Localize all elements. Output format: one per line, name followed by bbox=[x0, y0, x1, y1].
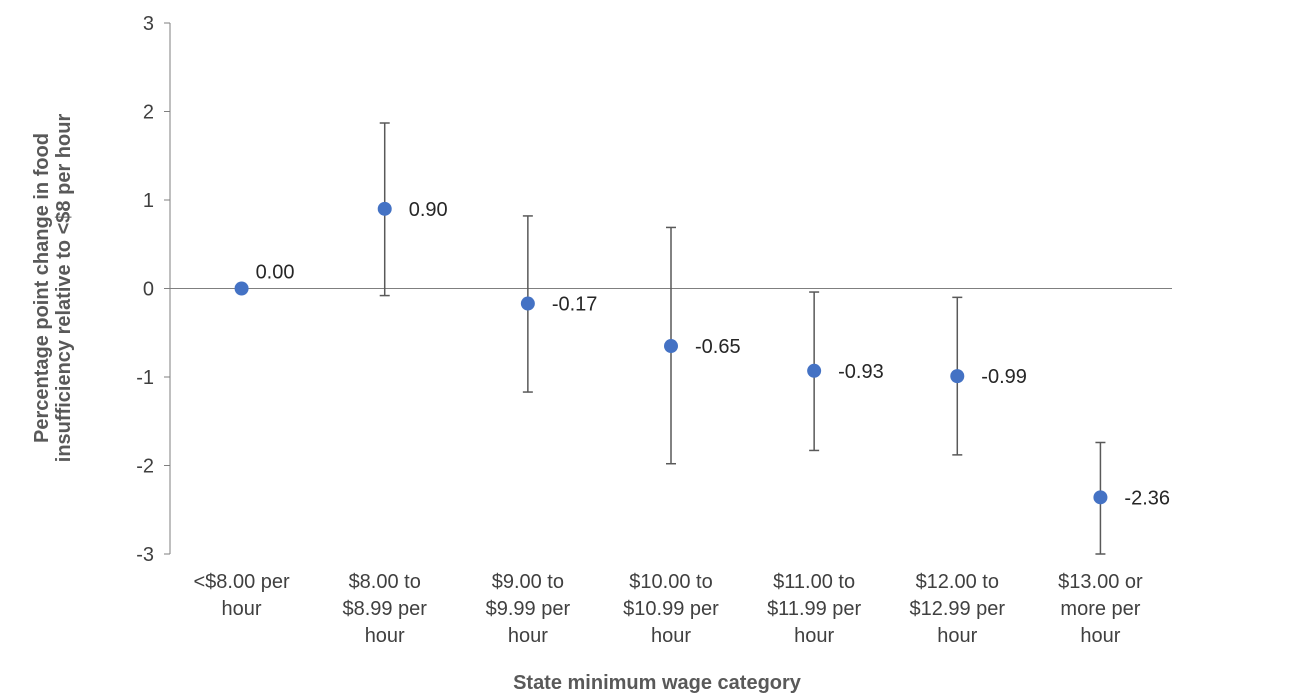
data-point bbox=[664, 339, 678, 354]
x-category-labels: <$8.00 per hour$8.00 to $8.99 per hour$9.00… bbox=[193, 571, 1143, 647]
x-category-label: $11.00 to $11.99 per hour bbox=[767, 571, 861, 647]
y-tick-label: 3 bbox=[143, 13, 154, 35]
x-category-label: $13.00 or more per hour bbox=[1058, 571, 1143, 647]
y-tick-label: -2 bbox=[136, 456, 154, 478]
data-point bbox=[807, 363, 822, 378]
x-category-label-line: hour bbox=[794, 625, 834, 647]
error-bars bbox=[379, 122, 1106, 555]
x-category-label-line: $10.99 per bbox=[623, 598, 719, 620]
x-category-label: <$8.00 per hour bbox=[193, 571, 290, 620]
x-category-label-line: $8.00 to bbox=[349, 571, 421, 593]
x-category-label-line: $11.99 per bbox=[767, 598, 861, 620]
y-tick-label: 1 bbox=[143, 190, 154, 212]
y-tick-label: 0 bbox=[143, 279, 154, 301]
x-category-label-line: hour bbox=[222, 598, 262, 620]
x-category-label-line: $10.00 to bbox=[629, 571, 712, 593]
x-category-label-line: hour bbox=[1080, 625, 1120, 647]
y-ticks: 3 2 1 0 -1 -2 -3 bbox=[136, 13, 170, 566]
data-point bbox=[1093, 490, 1108, 505]
x-category-label-line: $11.00 to bbox=[773, 571, 855, 593]
x-category-label: $9.00 to $9.99 per hour bbox=[486, 571, 571, 647]
x-category-label-line: more per bbox=[1060, 598, 1140, 620]
x-axis-title: State minimum wage category bbox=[513, 672, 802, 694]
data-label: -0.99 bbox=[981, 366, 1027, 388]
x-category-label-line: $8.99 per bbox=[342, 598, 427, 620]
y-axis-title-line-1: Percentage point change in food bbox=[31, 133, 53, 443]
y-tick-label: 2 bbox=[143, 102, 154, 124]
data-points bbox=[234, 201, 1108, 505]
y-axis-title: Percentage point change in food insuffic… bbox=[31, 114, 75, 463]
x-category-label-line: hour bbox=[365, 625, 405, 647]
x-category-label-line: hour bbox=[508, 625, 548, 647]
x-category-label: $10.00 to $10.99 per hour bbox=[623, 571, 719, 647]
x-category-label-line: $12.00 to bbox=[916, 571, 999, 593]
data-point bbox=[377, 201, 392, 216]
x-category-label-line: $9.00 to bbox=[492, 571, 564, 593]
data-label: -0.93 bbox=[838, 361, 884, 383]
data-point bbox=[520, 296, 535, 311]
x-category-label-line: hour bbox=[937, 625, 977, 647]
x-category-label: $12.00 to $12.99 per hour bbox=[909, 571, 1005, 647]
data-label: 0.90 bbox=[409, 199, 448, 221]
x-category-label-line: <$8.00 per bbox=[193, 571, 290, 593]
x-category-label-line: $13.00 or bbox=[1058, 571, 1143, 593]
data-label: -0.65 bbox=[695, 336, 741, 358]
data-point bbox=[950, 369, 965, 384]
y-tick-label: -3 bbox=[136, 544, 154, 566]
data-label: 0.00 bbox=[256, 262, 295, 284]
data-labels: 0.00 0.90 -0.17 -0.65 -0.93 -0.99 -2.36 bbox=[256, 199, 1170, 510]
x-category-label-line: hour bbox=[651, 625, 691, 647]
data-point bbox=[234, 281, 249, 296]
x-category-label: $8.00 to $8.99 per hour bbox=[342, 571, 427, 647]
data-label: -2.36 bbox=[1124, 487, 1170, 509]
data-label: -0.17 bbox=[552, 294, 598, 316]
y-axis-title-line-2: insufficiency relative to <$8 per hour bbox=[53, 114, 75, 463]
x-category-label-line: $12.99 per bbox=[909, 598, 1005, 620]
y-tick-label: -1 bbox=[136, 367, 154, 389]
x-category-label-line: $9.99 per bbox=[486, 598, 571, 620]
